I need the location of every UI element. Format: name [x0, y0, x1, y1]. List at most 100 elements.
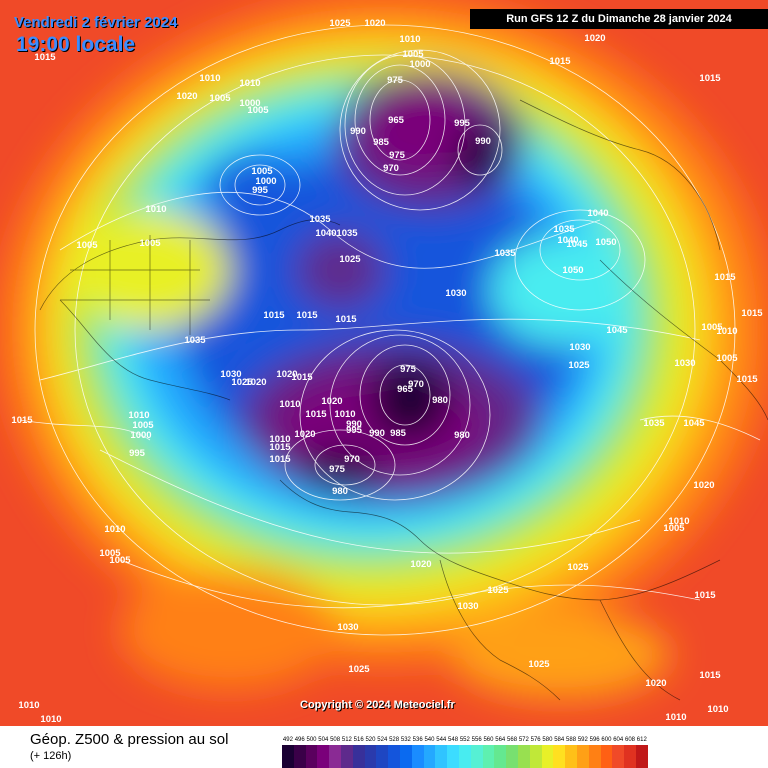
- pressure-label: 1020: [245, 377, 266, 388]
- scale-swatch: [317, 745, 330, 768]
- scale-item: 572: [517, 736, 530, 768]
- copyright-notice: Copyright © 2024 Meteociel.fr: [300, 699, 455, 711]
- scale-label: 612: [636, 737, 647, 743]
- pressure-label: 995: [129, 448, 146, 459]
- pressure-label: 1005: [76, 240, 98, 251]
- pressure-label: 1005: [109, 555, 131, 566]
- pressure-label: 1020: [364, 18, 385, 29]
- scale-label: 556: [471, 737, 482, 743]
- scale-swatch: [293, 745, 306, 768]
- scale-item: 584: [553, 736, 566, 768]
- scale-swatch: [529, 745, 542, 768]
- scale-item: 608: [624, 736, 636, 768]
- pressure-label: 1005: [99, 548, 121, 559]
- scale-swatch: [447, 745, 459, 768]
- scale-item: 532: [399, 736, 412, 768]
- pressure-label: 1045: [606, 325, 628, 336]
- pressure-label: 1010: [668, 516, 689, 527]
- pressure-label: 1020: [294, 429, 315, 440]
- pressure-label: 1050: [562, 265, 583, 276]
- pressure-label: 1015: [549, 56, 571, 67]
- pressure-label: 1010: [40, 714, 61, 725]
- scale-label: 512: [341, 737, 352, 743]
- pressure-label: 1040: [315, 228, 336, 239]
- scale-swatch: [329, 745, 341, 768]
- scale-item: 592: [576, 736, 589, 768]
- scale-swatch: [399, 745, 412, 768]
- pressure-label: 1005: [716, 353, 738, 364]
- scale-swatch: [541, 745, 554, 768]
- scale-label: 500: [306, 737, 317, 743]
- scale-label: 540: [424, 737, 435, 743]
- pressure-label: 1000: [130, 430, 151, 441]
- pressure-label: 970: [344, 454, 360, 465]
- scale-label: 608: [625, 737, 636, 743]
- pressure-label: 965: [388, 115, 405, 126]
- pressure-label: 1010: [665, 712, 686, 723]
- pressure-label: 985: [390, 428, 407, 439]
- pressure-label: 1030: [220, 369, 241, 380]
- scale-swatch: [494, 745, 507, 768]
- scale-label: 600: [601, 737, 612, 743]
- pressure-label: 965: [397, 384, 414, 395]
- pressure-label: 1010: [199, 73, 220, 84]
- scale-item: 492: [282, 736, 294, 768]
- scale-swatch: [364, 745, 377, 768]
- pressure-label: 1010: [269, 434, 290, 445]
- pressure-label: 1015: [714, 272, 736, 283]
- scale-label: 528: [389, 737, 400, 743]
- pressure-label: 1000: [255, 176, 276, 187]
- isobar-lines: [19, 24, 761, 636]
- scale-swatch: [340, 745, 353, 768]
- pressure-label: 995: [454, 118, 471, 129]
- run-info-bar: Run GFS 12 Z du Dimanche 28 janvier 2024: [470, 9, 768, 29]
- pressure-label: 1005: [251, 166, 273, 177]
- scale-swatch: [600, 745, 613, 768]
- pressure-label: 1015: [736, 374, 758, 385]
- pressure-label: 1000: [409, 59, 430, 70]
- pressure-label: 1030: [457, 601, 478, 612]
- scale-item: 604: [612, 736, 625, 768]
- pressure-label: 1010: [128, 410, 149, 421]
- pressure-label: 1005: [209, 93, 231, 104]
- scale-swatch: [411, 745, 424, 768]
- pressure-label: 980: [432, 395, 448, 406]
- pressure-label: 1010: [104, 524, 125, 535]
- scale-item: 576: [529, 736, 542, 768]
- scale-swatch: [612, 745, 625, 768]
- pressure-label: 1020: [410, 559, 431, 570]
- pressure-label: 1050: [595, 237, 616, 248]
- scale-item: 588: [565, 736, 577, 768]
- scale-item: 496: [293, 736, 306, 768]
- scale-swatch: [588, 745, 601, 768]
- scale-swatch: [388, 745, 400, 768]
- scale-swatch: [506, 745, 518, 768]
- scale-item: 544: [435, 736, 448, 768]
- scale-label: 564: [495, 737, 506, 743]
- pressure-label: 1015: [34, 52, 56, 63]
- pressure-label: 975: [329, 464, 346, 475]
- pressure-label: 1020: [276, 369, 297, 380]
- scale-label: 572: [518, 737, 529, 743]
- scale-item: 516: [352, 736, 365, 768]
- scale-swatch: [635, 745, 648, 768]
- scale-label: 604: [613, 737, 624, 743]
- scale-swatch: [482, 745, 495, 768]
- color-scale: 492 496 500 504 508 512 516 520 524 528 532 536 540 5…: [282, 736, 648, 768]
- pressure-label: 1015: [699, 670, 721, 681]
- scale-label: 504: [318, 737, 329, 743]
- scale-item: 560: [482, 736, 495, 768]
- pressure-label: 1025: [487, 585, 509, 596]
- pressure-label: 1025: [528, 659, 550, 670]
- forecast-date: Vendredi 2 février 2024: [14, 14, 178, 31]
- scale-swatch: [423, 745, 436, 768]
- pressure-label: 1015: [269, 454, 291, 465]
- scale-swatch: [352, 745, 365, 768]
- pressure-label: 995: [252, 185, 269, 196]
- pressure-label: 1015: [335, 314, 357, 325]
- pressure-label: 1040: [587, 208, 608, 219]
- pressure-label: 970: [383, 163, 399, 174]
- scale-swatch: [305, 745, 318, 768]
- pressure-label: 985: [373, 137, 390, 148]
